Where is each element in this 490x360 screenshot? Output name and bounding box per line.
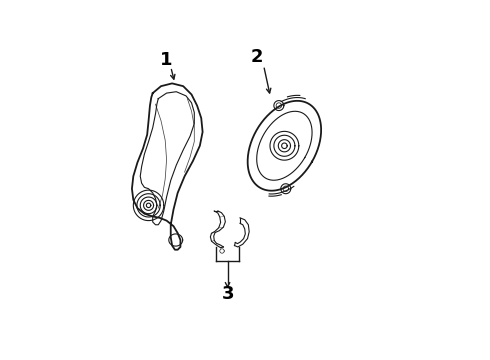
Text: 3: 3 xyxy=(221,285,234,303)
Text: 1: 1 xyxy=(160,51,173,69)
Text: 2: 2 xyxy=(250,48,263,66)
